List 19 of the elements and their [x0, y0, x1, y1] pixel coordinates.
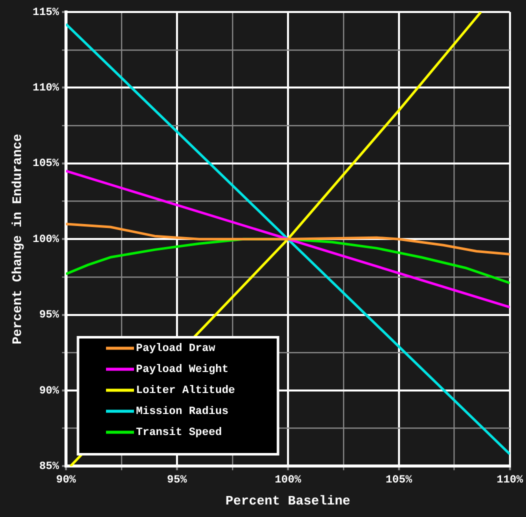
y-tick-label: 100%	[32, 234, 60, 246]
legend-label: Transit Speed	[136, 426, 222, 439]
legend-label: Mission Radius	[136, 406, 228, 418]
x-tick-label: 95%	[167, 474, 188, 487]
x-axis-title: Percent Baseline	[225, 493, 351, 508]
y-axis-title: Percent Change in Endurance	[10, 134, 26, 344]
y-tick-label: 95%	[39, 310, 60, 322]
y-tick-label: 105%	[32, 158, 60, 170]
x-tick-label: 110%	[496, 474, 524, 487]
x-tick-label: 105%	[386, 474, 412, 487]
x-tick-label: 90%	[56, 474, 76, 487]
y-tick-label: 85%	[39, 460, 60, 473]
x-tick-label: 100%	[274, 474, 302, 487]
legend-label: Payload Draw	[136, 342, 216, 355]
y-tick-label: 115%	[32, 6, 60, 19]
y-tick-label: 90%	[39, 385, 60, 398]
y-tick-label: 110%	[32, 82, 60, 94]
legend-label: Loiter Altitude	[136, 384, 236, 397]
legend-label: Payload Weight	[136, 364, 228, 376]
